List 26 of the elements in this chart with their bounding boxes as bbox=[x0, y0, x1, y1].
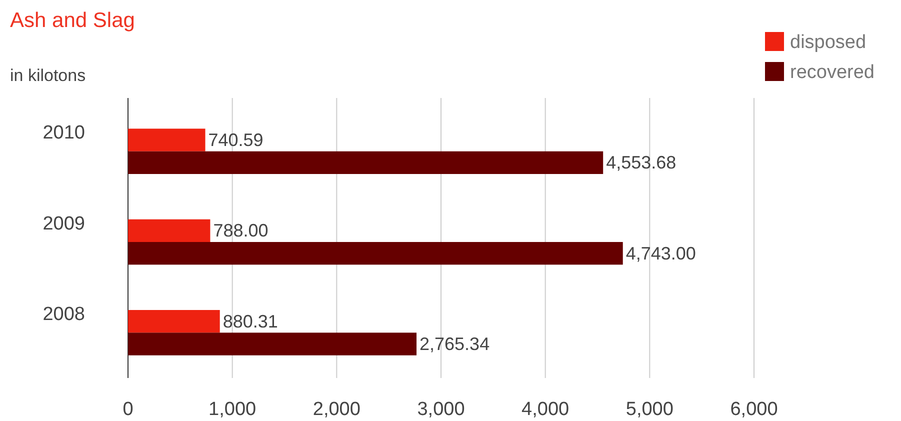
bar bbox=[128, 151, 604, 174]
y-tick-label: 2008 bbox=[42, 304, 85, 325]
x-tick-label: 5,000 bbox=[626, 399, 674, 420]
bar bbox=[128, 310, 220, 333]
text: 880.31 bbox=[222, 311, 278, 332]
text: 4,743.00 bbox=[626, 243, 696, 264]
bar bbox=[128, 128, 206, 152]
chart-subtitle: in kilotons bbox=[10, 66, 86, 85]
text: 2,765.34 bbox=[420, 334, 490, 354]
legend-label: disposed bbox=[790, 32, 866, 53]
chart-title: Ash and Slag bbox=[10, 9, 135, 32]
y-tick-label: 2009 bbox=[42, 213, 85, 234]
x-tick-label: 3,000 bbox=[417, 399, 465, 420]
bar bbox=[128, 242, 623, 265]
text: 788.00 bbox=[213, 220, 268, 241]
text: 4,553.68 bbox=[606, 152, 676, 173]
text: 740.59 bbox=[208, 130, 264, 150]
x-tick-label: 2,000 bbox=[312, 399, 360, 420]
x-tick-label: 1,000 bbox=[208, 399, 256, 420]
x-tick-label: 0 bbox=[122, 399, 134, 420]
x-tick-label: 4,000 bbox=[522, 399, 570, 420]
legend-label: recovered bbox=[790, 62, 874, 83]
bar bbox=[128, 332, 417, 356]
x-tick-label: 6,000 bbox=[730, 399, 778, 420]
y-tick-label: 2010 bbox=[42, 122, 85, 144]
bar bbox=[128, 219, 210, 242]
